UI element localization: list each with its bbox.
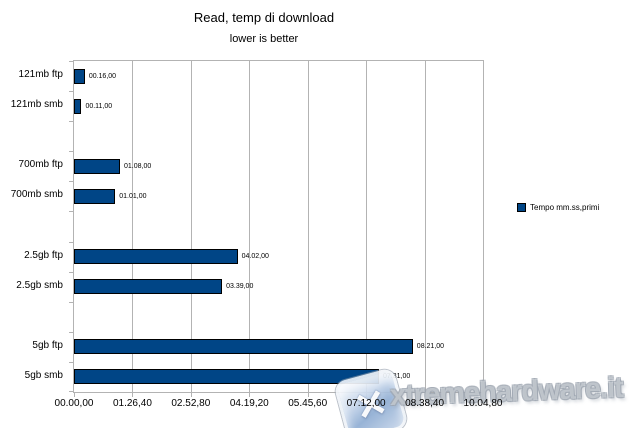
- gridline: [366, 61, 368, 392]
- x-axis-tick: [424, 393, 426, 397]
- legend: Tempo mm.ss,primi: [517, 203, 599, 212]
- category-label: 2.5gb ftp: [24, 249, 63, 261]
- gridline: [249, 61, 251, 392]
- x-axis-tick: [74, 393, 75, 397]
- bar-2.5gb-ftp: [74, 249, 238, 265]
- x-axis-tick: [482, 393, 483, 397]
- bar-value-label: 03.39,00: [226, 283, 254, 291]
- title-block: Read, temp di download lower is better: [0, 0, 528, 45]
- x-axis-tick: [366, 393, 368, 397]
- bar-value-label: 01.01,00: [119, 192, 147, 200]
- x-axis-tick-labels: 00.00,00 01.26,40 02.52,80 04.19,20 05.45,60…: [0, 398, 637, 412]
- y-axis-tick: [69, 121, 73, 122]
- bar-value-label: 04.02,00: [241, 253, 269, 261]
- x-axis-tick-label: 08.38,40: [405, 398, 445, 409]
- y-axis-tick: [69, 181, 73, 182]
- chart-subtitle: lower is better: [229, 33, 299, 45]
- y-axis-category-labels: 121mb ftp 121mb smb 700mb ftp 700mb smb 2.5g…: [0, 60, 68, 393]
- bar-121mb-smb: [74, 98, 82, 114]
- bar-value-label: 08.21,00: [416, 343, 445, 351]
- x-axis-tick: [249, 393, 251, 397]
- x-axis-tick-label: 04.19,20: [229, 398, 269, 409]
- x-axis-tick-label: 05.45,60: [288, 398, 328, 409]
- gridline: [190, 61, 192, 392]
- x-axis-tick-label: 07.12,00: [346, 398, 386, 409]
- gridline: [424, 61, 426, 392]
- x-axis-tick-label: 00.00,00: [54, 398, 94, 409]
- bar-value-label: 01.08,00: [123, 162, 152, 170]
- bar-700mb-smb: [74, 188, 116, 204]
- bar-value-label: 00.11,00: [85, 102, 113, 110]
- category-label: 5gb ftp: [32, 339, 63, 351]
- chart-title: Read, temp di download: [193, 10, 335, 25]
- y-axis-tick: [69, 151, 73, 152]
- legend-swatch-icon: [517, 203, 526, 212]
- bar-value-label: 07.31,00: [382, 373, 411, 381]
- y-axis-tick: [69, 242, 73, 243]
- category-label: 2.5gb smb: [16, 279, 63, 291]
- x-axis-tick: [132, 393, 134, 397]
- category-label: 121mb smb: [10, 99, 63, 111]
- gridline: [132, 61, 134, 392]
- y-axis-tick: [69, 91, 73, 92]
- plot-area: 00.16,00 00.11,00 01.08,00 01.01,00 04.02,00…: [69, 60, 484, 397]
- x-axis-tick: [307, 393, 309, 397]
- category-label: 700mb ftp: [18, 159, 63, 171]
- y-axis-tick: [69, 272, 73, 273]
- y-axis-tick: [69, 332, 73, 333]
- bar-5gb-smb: [74, 369, 379, 385]
- x-axis-tick: [190, 393, 192, 397]
- y-axis-tick: [69, 362, 73, 363]
- category-label: 121mb ftp: [18, 69, 63, 81]
- y-axis-tick: [69, 61, 73, 62]
- bar-2.5gb-smb: [74, 279, 223, 295]
- category-label: 700mb smb: [10, 189, 63, 201]
- category-label: 5gb smb: [24, 369, 63, 381]
- bar-121mb-ftp: [74, 68, 85, 84]
- bar-700mb-ftp: [74, 158, 120, 174]
- y-axis-tick: [69, 211, 73, 212]
- x-axis-tick-label: 01.26,40: [112, 398, 152, 409]
- x-axis-tick-label: 10.04,80: [463, 398, 503, 409]
- y-axis-tick: [69, 302, 73, 303]
- x-axis-tick-label: 02.52,80: [171, 398, 211, 409]
- bar-value-label: 00.16,00: [88, 72, 117, 80]
- gridline: [307, 61, 309, 392]
- bar-5gb-ftp: [74, 339, 413, 355]
- y-axis-tick: [69, 391, 73, 392]
- legend-label: Tempo mm.ss,primi: [530, 203, 600, 212]
